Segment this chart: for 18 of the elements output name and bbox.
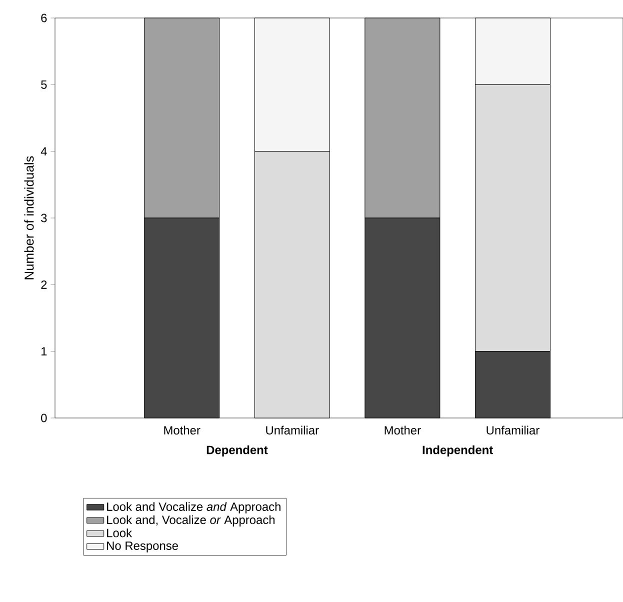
y-tick-label: 4: [40, 147, 47, 156]
x-tick-label: Unfamiliar: [486, 426, 540, 435]
y-tick-label: 0: [41, 414, 47, 422]
text: Dependent: [206, 445, 268, 457]
legend-label: Look: [107, 528, 132, 538]
legend-label: Look and, Vocalize or Approach: [107, 515, 275, 526]
y-axis-title: Number of individuals: [24, 156, 34, 280]
x-tick-label: Mother: [164, 426, 200, 435]
y-tick-label: 6: [41, 14, 47, 22]
y-tick-label: 2: [41, 280, 47, 289]
y-tick-label: 3: [41, 214, 47, 222]
text: Independent: [422, 445, 493, 457]
x-tick-label: Mother: [384, 426, 421, 435]
y-tick-label: 1: [41, 347, 47, 356]
legend-label: Look and Vocalize and Approach: [107, 502, 280, 514]
y-tick-label: 5: [41, 80, 47, 89]
x-tick-label: Unfamiliar: [266, 426, 319, 435]
legend-label: No Response: [107, 542, 178, 552]
